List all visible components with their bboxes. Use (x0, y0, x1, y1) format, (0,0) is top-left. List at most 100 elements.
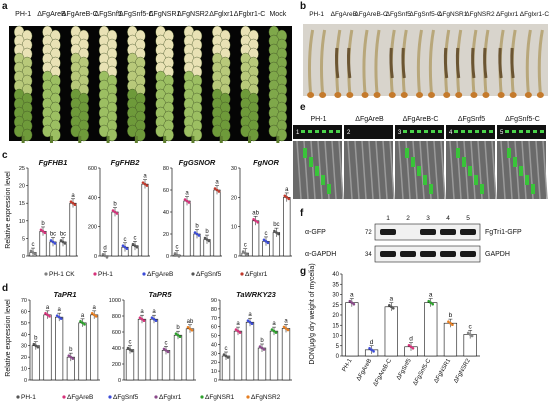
y-tick-label: 20 (19, 184, 25, 190)
data-point (431, 302, 435, 306)
stem (248, 136, 252, 143)
legend-marker (154, 395, 158, 399)
bar (125, 349, 135, 381)
y-tick-label: 0 (166, 254, 169, 260)
y-axis-label: Relative expression level (5, 299, 12, 377)
panel-e-label: ΔFgSnf5 (458, 116, 485, 123)
data-point (173, 252, 177, 255)
bar (281, 328, 291, 381)
significance-letter: b (260, 338, 264, 344)
significance-letter: b (176, 325, 180, 331)
significance-letter: ab (252, 210, 259, 216)
cell-wall (521, 140, 527, 200)
panel-letter-e: e (300, 102, 306, 113)
significance-letter: a (46, 305, 50, 311)
data-point (217, 190, 221, 193)
data-point (43, 231, 47, 235)
bar (78, 322, 87, 381)
data-point (36, 345, 40, 349)
blot-target-label: FgTri1-GFP (485, 229, 522, 236)
molecular-weight: 72 (365, 230, 372, 236)
y-tick-label: 0 (234, 254, 237, 260)
chart-g-0: 0 5 10 15 20 25 30 35 40 a PH-1 d ΔFgAreB a ΔFgAreB-C d… (332, 272, 480, 388)
significance-letter: a (272, 321, 276, 327)
data-point (207, 239, 211, 243)
lane-number: 4 (446, 215, 450, 222)
coleoptile-pair (443, 29, 463, 98)
chart-title: FgNOR (253, 158, 279, 167)
significance-letter: a (215, 180, 219, 186)
coleoptile-pair (388, 29, 408, 98)
cell-wall (347, 140, 353, 200)
significance-letter: bc (273, 222, 279, 228)
significance-letter: a (140, 309, 144, 315)
lesion (347, 47, 352, 79)
panel-b-label: ΔFgAreB (331, 11, 357, 18)
significance-letter: a (152, 309, 156, 315)
data-point (177, 255, 181, 258)
gfp-hypha (327, 184, 331, 194)
panel-a-spikes: PH-1 ΔFgAreBΔFgAreB-CΔFgSnf5ΔFgSnf5-CΔFgN… (13, 11, 288, 143)
cell-wall (296, 140, 302, 200)
legend-marker (191, 272, 195, 276)
panel-e-number: 4 (449, 130, 453, 136)
panel-e-number: 3 (398, 130, 402, 136)
panel-a-label: ΔFgAreB (37, 11, 66, 18)
legend-marker (93, 272, 97, 276)
data-point (63, 242, 67, 245)
gfp-signal (431, 130, 435, 133)
data-point (185, 199, 189, 203)
y-tick-label: 30 (21, 344, 27, 350)
significance-letter: a (236, 321, 240, 327)
data-point (113, 210, 117, 214)
microscope-field-top (344, 125, 393, 139)
data-point (33, 252, 37, 256)
data-point (203, 236, 207, 240)
data-point (94, 315, 98, 318)
stem (78, 136, 82, 143)
significance-letter: a (248, 312, 252, 318)
cell-wall (419, 140, 425, 200)
data-point (468, 333, 472, 336)
chart-title: FgFHB2 (111, 158, 141, 167)
data-point (79, 320, 82, 323)
gfp-signal (526, 130, 530, 133)
blot-band (440, 251, 456, 257)
gfp-signal (512, 130, 516, 133)
gfp-signal (322, 130, 326, 133)
data-point (270, 328, 274, 331)
gfp-hypha (417, 166, 421, 176)
bar (245, 321, 255, 381)
blot-band (460, 251, 476, 257)
gfp-signal (438, 130, 442, 133)
y-tick-label: 10 (231, 225, 237, 231)
y-tick-label: 400 (112, 346, 121, 352)
data-point (222, 353, 226, 356)
y-tick-label: 25 (332, 303, 339, 309)
data-point (55, 314, 59, 317)
data-point (258, 345, 262, 348)
data-point (128, 348, 132, 351)
cell-wall (412, 140, 418, 200)
seed (416, 92, 423, 98)
data-point (53, 242, 57, 245)
y-tick-label: 20 (332, 313, 339, 319)
data-point (126, 346, 130, 350)
gfp-hypha (456, 148, 460, 158)
significance-letter: a (92, 305, 96, 311)
data-point (285, 196, 289, 199)
data-point (260, 346, 264, 350)
significance-letter: c (244, 243, 247, 249)
y-tick-label: 0 (214, 378, 217, 384)
data-point (407, 343, 411, 347)
coleoptile (308, 29, 315, 95)
bar (345, 302, 359, 357)
y-tick-label: 25 (19, 166, 25, 172)
gfp-hypha (423, 175, 427, 185)
y-tick-label: 20 (211, 360, 217, 366)
y-tick-label: 60 (21, 309, 27, 315)
data-point (73, 203, 77, 206)
seed (334, 92, 342, 98)
